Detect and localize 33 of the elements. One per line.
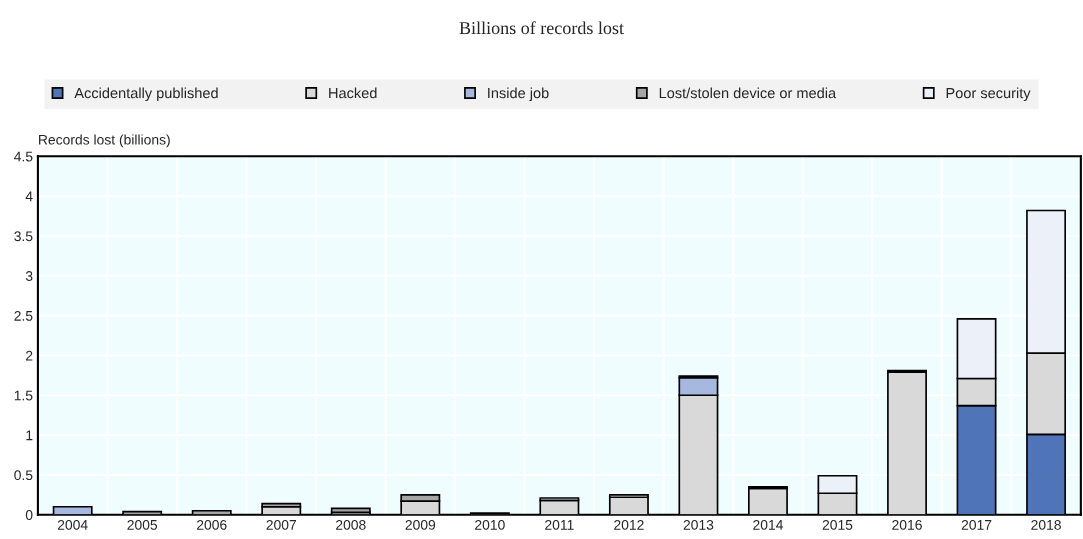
x-tick-label: 2004: [57, 519, 88, 530]
x-tick-label: 2016: [892, 519, 922, 530]
y-tick-label: 1: [26, 430, 33, 441]
x-tick-label: 2018: [1031, 519, 1061, 530]
legend-label: Lost/stolen device or media: [659, 87, 837, 99]
legend-label: Accidentally published: [74, 87, 218, 102]
y-tick-label: 2: [26, 350, 33, 361]
x-tick-label: 2013: [683, 519, 714, 530]
y-tick-label: 3: [25, 271, 33, 281]
x-tick-label: 2014: [753, 519, 783, 530]
y-tick-label: 3.5: [14, 231, 33, 242]
y-tick-label: 0: [25, 510, 33, 520]
y-axis-title: Records lost (billions): [39, 134, 170, 148]
x-tick-label: 2012: [614, 519, 644, 530]
y-tick-label: 1.5: [14, 390, 33, 401]
x-tick-label: 2006: [196, 519, 227, 530]
x-tick-label: 2011: [545, 519, 574, 530]
x-tick-label: 2009: [405, 519, 436, 530]
bar: [330, 507, 371, 514]
y-tick-label: 2.5: [14, 310, 33, 321]
legend-label: Hacked: [329, 87, 377, 99]
y-tick-label: 4.5: [14, 151, 33, 162]
chart-title: Billions of records lost: [459, 21, 624, 35]
x-tick-label: 2010: [475, 519, 505, 530]
legend-label: Poor security: [946, 87, 1031, 102]
legend-label: Inside job: [488, 87, 549, 102]
x-tick-label: 2015: [822, 519, 853, 530]
x-tick-label: 2008: [336, 519, 366, 530]
x-tick-label: 2017: [961, 519, 992, 530]
y-tick-label: 4: [25, 191, 33, 202]
x-tick-label: 2005: [127, 519, 158, 530]
y-tick-label: 0.5: [14, 470, 33, 481]
x-tick-label: 2007: [266, 519, 297, 530]
